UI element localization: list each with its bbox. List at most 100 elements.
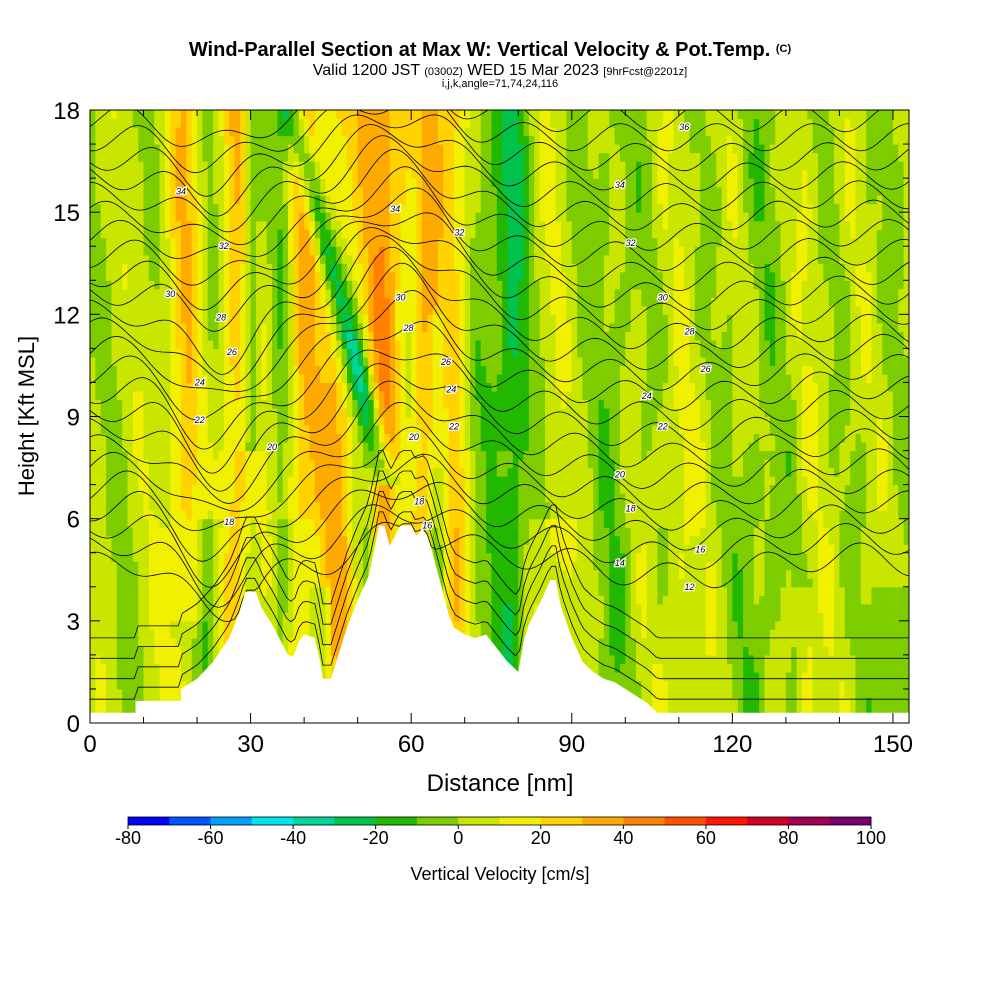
- velocity-cell: [582, 399, 589, 723]
- contour-label: 28: [683, 326, 694, 336]
- velocity-cell: [352, 399, 359, 418]
- theta-contour: [90, 426, 909, 532]
- velocity-cell: [245, 450, 252, 554]
- velocity-cell: [352, 110, 359, 222]
- velocity-cell: [346, 280, 353, 298]
- velocity-cell: [828, 110, 835, 128]
- velocity-cell: [753, 118, 760, 222]
- velocity-cell: [753, 527, 760, 605]
- velocity-cell: [368, 450, 375, 469]
- velocity-cell: [314, 110, 321, 162]
- colorbar-tick-label: 0: [453, 828, 463, 848]
- velocity-cell: [346, 254, 353, 281]
- velocity-cell: [780, 110, 787, 281]
- velocity-cell: [346, 297, 353, 315]
- theta-contour: [90, 235, 909, 375]
- colorbar-swatch: [623, 817, 666, 825]
- colorbar-swatch: [251, 817, 294, 825]
- velocity-cell: [475, 212, 482, 341]
- velocity-cell: [288, 110, 295, 137]
- velocity-cell: [320, 586, 327, 723]
- velocity-cell: [710, 297, 717, 341]
- velocity-cell: [132, 561, 139, 723]
- velocity-cell: [352, 416, 359, 579]
- velocity-cell: [363, 314, 369, 341]
- velocity-cell: [282, 518, 289, 613]
- velocity-cell: [341, 348, 348, 367]
- velocity-cell: [732, 476, 739, 554]
- velocity-cell: [298, 118, 305, 137]
- velocity-cell: [636, 110, 642, 162]
- velocity-cell: [630, 288, 637, 639]
- velocity-cell: [657, 271, 664, 409]
- velocity-cell: [775, 110, 782, 222]
- velocity-cell: [309, 110, 316, 137]
- velocity-cell: [261, 220, 268, 324]
- velocity-cell: [298, 518, 305, 682]
- velocity-cell: [769, 629, 776, 723]
- velocity-cell: [866, 110, 873, 205]
- velocity-cell: [732, 237, 739, 477]
- colorbar-frame: [127, 816, 872, 826]
- velocity-cell: [898, 288, 905, 332]
- velocity-cell: [823, 646, 830, 723]
- velocity-cell: [598, 152, 605, 401]
- velocity-cell: [828, 467, 835, 545]
- velocity-cell: [598, 110, 605, 154]
- velocity-cell: [325, 586, 332, 723]
- x-tick-label: 90: [558, 731, 585, 758]
- velocity-cell: [261, 399, 268, 452]
- velocity-cell: [807, 365, 814, 511]
- contour-label: 30: [658, 292, 668, 302]
- velocity-cell: [673, 407, 680, 723]
- velocity-cell: [791, 271, 798, 324]
- velocity-cell: [100, 110, 107, 239]
- velocity-cell: [673, 110, 680, 239]
- velocity-cell: [341, 535, 348, 699]
- velocity-cell: [389, 442, 396, 460]
- velocity-cell: [255, 450, 262, 537]
- velocity-cell: [732, 152, 739, 239]
- velocity-cell: [496, 450, 503, 477]
- velocity-cell: [844, 280, 851, 426]
- colorbar-swatch: [210, 817, 253, 825]
- velocity-cell: [325, 288, 332, 307]
- velocity-cell: [288, 263, 295, 477]
- velocity-cell: [550, 518, 557, 554]
- velocity-cell: [818, 263, 824, 511]
- velocity-cell: [304, 135, 311, 154]
- valid-prefix: Valid 1200 JST: [313, 62, 421, 79]
- velocity-cell: [277, 229, 284, 349]
- velocity-cell: [320, 254, 327, 264]
- velocity-cell: [357, 407, 364, 426]
- theta-contour: [90, 349, 909, 474]
- velocity-cell: [855, 110, 862, 264]
- velocity-cell: [844, 637, 851, 699]
- contour-label: 12: [684, 582, 694, 592]
- colorbar-swatch: [458, 817, 500, 825]
- velocity-cell: [186, 382, 193, 520]
- velocity-cell: [657, 527, 664, 605]
- colorbar-tick-label: -60: [198, 828, 224, 848]
- velocity-cell: [507, 348, 514, 452]
- velocity-cell: [818, 110, 824, 264]
- velocity-cell: [593, 178, 600, 571]
- velocity-cell: [748, 152, 755, 179]
- velocity-cell: [785, 476, 792, 571]
- velocity-cell: [106, 280, 113, 537]
- velocity-cell: [871, 110, 878, 205]
- velocity-cell: [454, 527, 460, 622]
- theta-contour: [90, 320, 909, 450]
- velocity-cell: [866, 203, 873, 273]
- contour-label: 18: [224, 517, 234, 527]
- velocity-cell: [234, 399, 241, 452]
- velocity-cell: [368, 390, 375, 401]
- velocity-cell: [127, 527, 134, 723]
- velocity-cell: [261, 322, 268, 401]
- velocity-cell: [357, 110, 364, 188]
- velocity-cell: [325, 280, 332, 290]
- velocity-cell: [652, 425, 659, 664]
- velocity-cell: [320, 518, 327, 588]
- velocity-cell: [673, 365, 680, 384]
- velocity-cell: [175, 620, 182, 647]
